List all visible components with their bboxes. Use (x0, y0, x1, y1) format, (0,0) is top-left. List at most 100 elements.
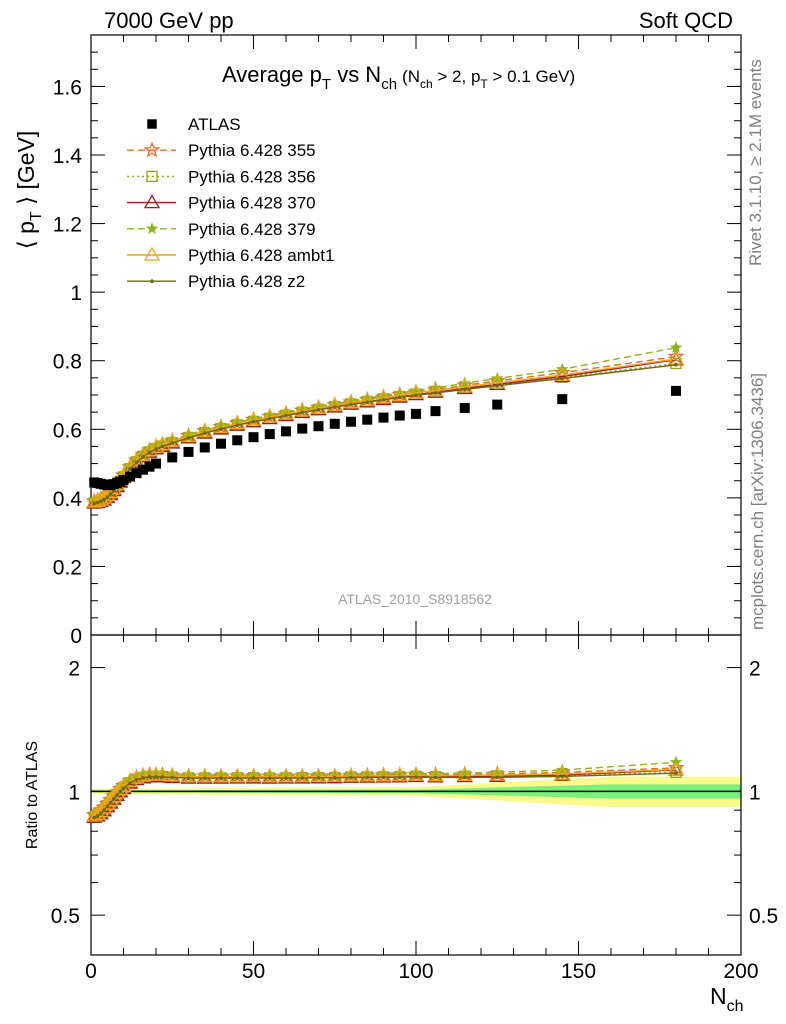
data-marker (232, 435, 243, 446)
dot-marker (105, 495, 110, 499)
dot-marker (154, 447, 158, 451)
data-marker (216, 438, 226, 449)
dot-marker (202, 431, 207, 435)
analysis-watermark: ATLAS_2010_S8918562 (338, 591, 492, 607)
triangle-marker (229, 768, 246, 783)
legend-entry: Pythia 6.428 z2 (127, 272, 305, 291)
x-tick-label: 150 (561, 960, 596, 983)
data-marker (151, 458, 161, 469)
star-marker (667, 759, 685, 775)
dot-marker (160, 444, 165, 449)
y-tick-label: 1 (70, 282, 82, 305)
triangle-marker (326, 768, 343, 782)
x-tick-label: 50 (242, 960, 265, 983)
dot-marker (108, 800, 113, 805)
triangle-marker (229, 415, 246, 430)
legend-entry: Pythia 6.428 370 (127, 194, 316, 213)
y-tick-label: 0 (70, 625, 82, 648)
triangle-marker (294, 402, 311, 417)
triangle-marker (427, 382, 444, 397)
data-marker (125, 471, 135, 482)
process-label: Soft QCD (638, 8, 733, 33)
mc-series-lines (85, 341, 685, 509)
dot-marker (235, 776, 240, 780)
triangle-marker (212, 768, 230, 783)
legend-entry: Pythia 6.428 356 (127, 167, 316, 186)
dot-marker (115, 793, 119, 797)
dot-marker (397, 775, 402, 779)
data-marker (131, 468, 142, 479)
ratio-y-tick-label-right: 1 (749, 781, 761, 804)
triangle-marker (456, 378, 473, 393)
triangle-marker (143, 246, 161, 261)
dot-marker (674, 771, 678, 776)
main-y-axis-label: ⟨ pT ⟩ [GeV] (13, 131, 45, 250)
legend: ATLAS Pythia 6.428 355 Pythia 6.428 356 Pyt… (127, 115, 334, 291)
dot-marker (134, 777, 139, 782)
triangle-marker (134, 767, 152, 782)
ratio-series-z2 (92, 771, 678, 820)
dot-marker (170, 775, 175, 780)
x-tick-label: 0 (85, 960, 97, 983)
data-marker (394, 410, 405, 421)
data-marker (147, 119, 157, 129)
dot-marker (300, 776, 305, 780)
triangle-marker (391, 387, 408, 401)
main-y-tick-labels: 0 0.2 0.4 0.6 0.8 1 1.2 1.4 1.6 (53, 76, 83, 648)
data-marker (199, 442, 210, 453)
triangle-marker (164, 767, 181, 782)
star-marker (555, 763, 569, 776)
dot-marker (251, 419, 256, 424)
dot-marker (102, 497, 106, 502)
dot-marker (332, 405, 337, 409)
triangle-marker (375, 767, 392, 782)
ratio-y-tick-label-right: 2 (749, 658, 761, 681)
dot-marker (267, 416, 272, 421)
data-marker (281, 426, 291, 437)
square-marker (146, 170, 158, 183)
triangle-marker (310, 768, 327, 783)
data-marker (167, 452, 178, 463)
dot-marker (147, 774, 152, 779)
triangle-marker (489, 374, 506, 389)
triangle-marker (342, 394, 360, 409)
x-tick-label: 100 (398, 960, 433, 983)
dot-marker (170, 441, 175, 445)
triangle-marker (147, 438, 165, 453)
ratio-y-tick-labels: 0.5 0.5 1 1 2 2 (51, 658, 778, 929)
data-marker (411, 408, 421, 419)
dot-marker (381, 775, 386, 780)
series-p379 (87, 341, 683, 506)
dot-marker (462, 775, 467, 780)
data-marker (297, 423, 308, 434)
star-marker (490, 371, 504, 384)
triangle-marker (391, 767, 408, 782)
data-marker (118, 475, 129, 486)
data-marker (313, 421, 324, 432)
dot-marker (267, 776, 272, 780)
dot-marker (414, 775, 418, 779)
ratio-y-tick-label-left: 0.5 (51, 905, 80, 928)
triangle-marker (245, 768, 262, 783)
dot-marker (284, 413, 288, 418)
triangle-marker (310, 399, 327, 414)
dot-marker (560, 774, 565, 779)
dot-marker (128, 467, 132, 471)
dot-marker (316, 776, 321, 780)
mcplots-reference-label: mcplots.cern.ch [arXiv:1306.3436] (748, 372, 767, 630)
dot-marker (495, 383, 500, 388)
triangle-marker (277, 768, 295, 783)
triangle-marker (261, 408, 278, 423)
dot-marker (111, 797, 116, 801)
legend-label: Pythia 6.428 379 (188, 220, 316, 239)
data-marker (138, 464, 148, 475)
x-tick-labels: 0 50 100 150 200 (85, 960, 758, 983)
data-marker (329, 418, 340, 429)
ratio-y-tick-label-left: 1 (68, 781, 80, 804)
dot-marker (108, 492, 113, 496)
triangle-marker (554, 765, 571, 780)
data-marker (264, 429, 275, 440)
data-marker (362, 414, 373, 425)
data-marker (378, 412, 389, 423)
